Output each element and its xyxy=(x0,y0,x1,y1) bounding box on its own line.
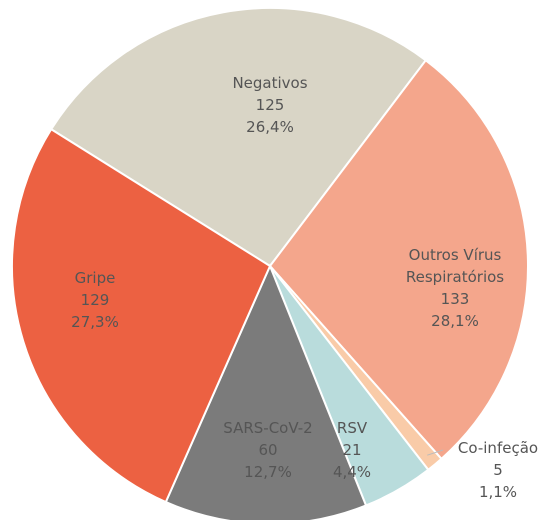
category-label: Outros Vírus Respiratórios xyxy=(405,246,505,286)
percent-label: 26,4% xyxy=(246,118,294,136)
slice-label: Gripe 129 27,3% xyxy=(35,267,155,333)
category-label: Co-infeção xyxy=(457,439,539,457)
value-label: 21 xyxy=(342,441,362,459)
slice-label: Outros Vírus Respiratórios 133 28,1% xyxy=(375,244,535,332)
percent-label: 4,4% xyxy=(332,463,372,481)
slice-label: SARS-CoV-2 60 12,7% xyxy=(203,417,333,483)
percent-label: 28,1% xyxy=(431,312,479,330)
percent-label: 12,7% xyxy=(244,463,292,481)
value-label: 133 xyxy=(440,290,470,308)
category-label: SARS-CoV-2 xyxy=(223,419,313,437)
percent-label: 27,3% xyxy=(71,313,119,331)
pie-slice xyxy=(164,263,368,520)
category-label: Gripe xyxy=(74,269,116,287)
category-label: RSV xyxy=(336,419,368,437)
percent-label: 1,1% xyxy=(478,483,518,501)
value-label: 5 xyxy=(493,461,503,479)
value-label: 129 xyxy=(80,291,110,309)
pie-slice xyxy=(11,127,272,504)
leader-line xyxy=(427,449,444,456)
pie-slice xyxy=(268,58,529,461)
slice-label: Co-infeção 5 1,1% xyxy=(443,437,548,503)
value-label: 60 xyxy=(258,441,278,459)
slice-label: RSV 21 4,4% xyxy=(322,417,382,483)
slice-label: Negativos 125 26,4% xyxy=(200,72,340,138)
value-label: 125 xyxy=(255,96,285,114)
pie-slice xyxy=(49,7,428,268)
category-label: Negativos xyxy=(232,74,308,92)
